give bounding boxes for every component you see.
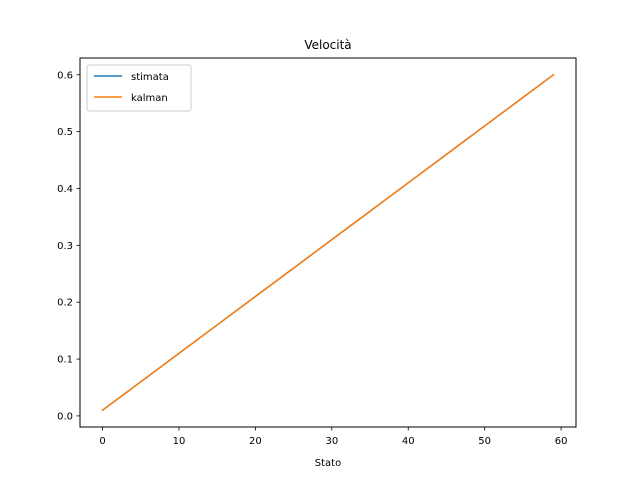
series-line-kalman [101, 73, 555, 412]
y-tick-label: 0.0 [57, 411, 73, 422]
y-tick-label: 0.5 [57, 127, 73, 138]
series-layer [101, 73, 555, 412]
legend: stimata kalman [86, 64, 192, 112]
x-tick-label: 60 [555, 436, 568, 447]
x-tick-label: 20 [249, 436, 262, 447]
y-tick-label: 0.2 [57, 298, 73, 309]
legend-label-stimata: stimata [131, 72, 169, 83]
x-tick-label: 10 [173, 436, 186, 447]
x-tick-label: 30 [325, 436, 338, 447]
y-tick-label: 0.3 [57, 241, 73, 252]
chart-title: Velocità [304, 38, 351, 52]
plot-frame [79, 57, 577, 428]
x-tick-label: 50 [478, 436, 491, 447]
y-tick-label: 0.6 [57, 70, 73, 81]
x-axis-label: Stato [315, 458, 341, 469]
y-tick-label: 0.1 [57, 355, 73, 366]
x-tick-label: 0 [99, 436, 105, 447]
x-axis: 0 10 20 30 40 50 60 [99, 427, 567, 447]
legend-label-kalman: kalman [131, 93, 168, 104]
y-tick-label: 0.4 [57, 184, 73, 195]
y-axis: 0.0 0.1 0.2 0.3 0.4 0.5 0.6 [57, 70, 80, 422]
x-tick-label: 40 [402, 436, 415, 447]
